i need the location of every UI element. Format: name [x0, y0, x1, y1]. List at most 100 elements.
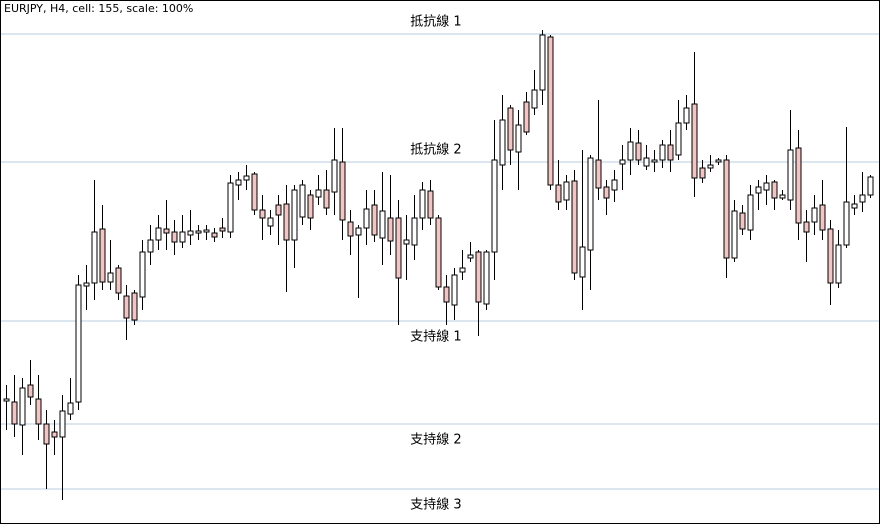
candle-body — [163, 228, 170, 234]
candle-body — [571, 180, 578, 274]
candle-body — [419, 189, 426, 219]
candle-body — [459, 267, 466, 273]
level-label: 支持線 3 — [410, 497, 461, 513]
candle-body — [123, 295, 130, 319]
candle-body — [659, 144, 666, 161]
candle-body — [835, 244, 842, 284]
candle-body — [755, 186, 762, 194]
candle-body — [27, 384, 34, 398]
candle-body — [699, 167, 706, 179]
candle-body — [363, 208, 370, 229]
candle-body — [451, 274, 458, 306]
candle-body — [331, 159, 338, 193]
candle-body — [283, 203, 290, 241]
candle-body — [491, 159, 498, 253]
candle-body — [91, 231, 98, 284]
candle-body — [811, 207, 818, 223]
candle-body — [19, 387, 26, 426]
candle-body — [339, 161, 346, 221]
candle-body — [147, 239, 154, 253]
candle-body — [275, 204, 282, 216]
candle-body — [859, 194, 866, 203]
candle-body — [539, 34, 546, 91]
candle-body — [627, 141, 634, 161]
candle-body — [547, 36, 554, 186]
candle-body — [315, 189, 322, 198]
candle-body — [227, 182, 234, 233]
candle-body — [443, 286, 450, 303]
level-label: 抵抗線 1 — [410, 14, 461, 30]
candle-body — [603, 186, 610, 199]
candle-body — [187, 230, 194, 236]
candle-body — [515, 124, 522, 153]
candle-body — [379, 210, 386, 239]
candle-body — [427, 190, 434, 219]
candle-body — [563, 181, 570, 201]
candle-body — [779, 194, 786, 199]
candle-body — [235, 179, 242, 186]
candle-body — [523, 101, 530, 133]
level-label: 支持線 1 — [410, 329, 461, 345]
candle-body — [59, 410, 66, 438]
candle-body — [35, 398, 42, 425]
candle-body — [75, 284, 82, 403]
candle-body — [131, 292, 138, 321]
candle-body — [691, 103, 698, 179]
candle-body — [635, 142, 642, 161]
candle-body — [667, 144, 674, 161]
candle-body — [715, 159, 722, 163]
candle-body — [195, 230, 202, 234]
candle-body — [827, 228, 834, 284]
candle-body — [171, 231, 178, 243]
candle-body — [107, 272, 114, 283]
candle-body — [219, 227, 226, 232]
candle-body — [115, 267, 122, 294]
candle-body — [203, 229, 210, 233]
candle-body — [611, 179, 618, 191]
candle-body — [643, 157, 650, 167]
candle-body — [67, 402, 74, 415]
candle-body — [475, 251, 482, 303]
candle-body — [347, 221, 354, 237]
candle-body — [259, 209, 266, 219]
candle-body — [51, 431, 58, 438]
candle-body — [787, 149, 794, 201]
candle-body — [675, 122, 682, 156]
candle-body — [139, 251, 146, 298]
candle-body — [99, 228, 106, 283]
candle-body — [819, 204, 826, 231]
candle-body — [251, 173, 258, 211]
candle-body — [771, 181, 778, 199]
candle-body — [795, 147, 802, 224]
candle-body — [843, 201, 850, 246]
chart-title: EURJPY, H4, cell: 155, scale: 100% — [4, 2, 193, 15]
candle-body — [307, 194, 314, 219]
level-label: 支持線 2 — [410, 432, 461, 448]
candle-body — [707, 164, 714, 169]
level-label: 抵抗線 2 — [410, 142, 461, 158]
candle-body — [371, 204, 378, 236]
candle-body — [683, 107, 690, 124]
candle-body — [243, 175, 250, 181]
candle-body — [387, 217, 394, 242]
candle-body — [499, 119, 506, 166]
candle-body — [435, 217, 442, 288]
candle-body — [851, 203, 858, 209]
candle-body — [867, 176, 874, 196]
candle-body — [267, 217, 274, 227]
candle-body — [483, 251, 490, 305]
candle-body — [507, 107, 514, 151]
candle-body — [739, 212, 746, 230]
candle-body — [723, 159, 730, 259]
candle-body — [595, 159, 602, 189]
candle-body — [731, 210, 738, 259]
candle-body — [299, 184, 306, 218]
candle-body — [395, 217, 402, 279]
candle-body — [747, 194, 754, 231]
candle-body — [355, 227, 362, 236]
candle-body — [587, 157, 594, 251]
candle-body — [43, 423, 50, 445]
candle-body — [803, 221, 810, 233]
